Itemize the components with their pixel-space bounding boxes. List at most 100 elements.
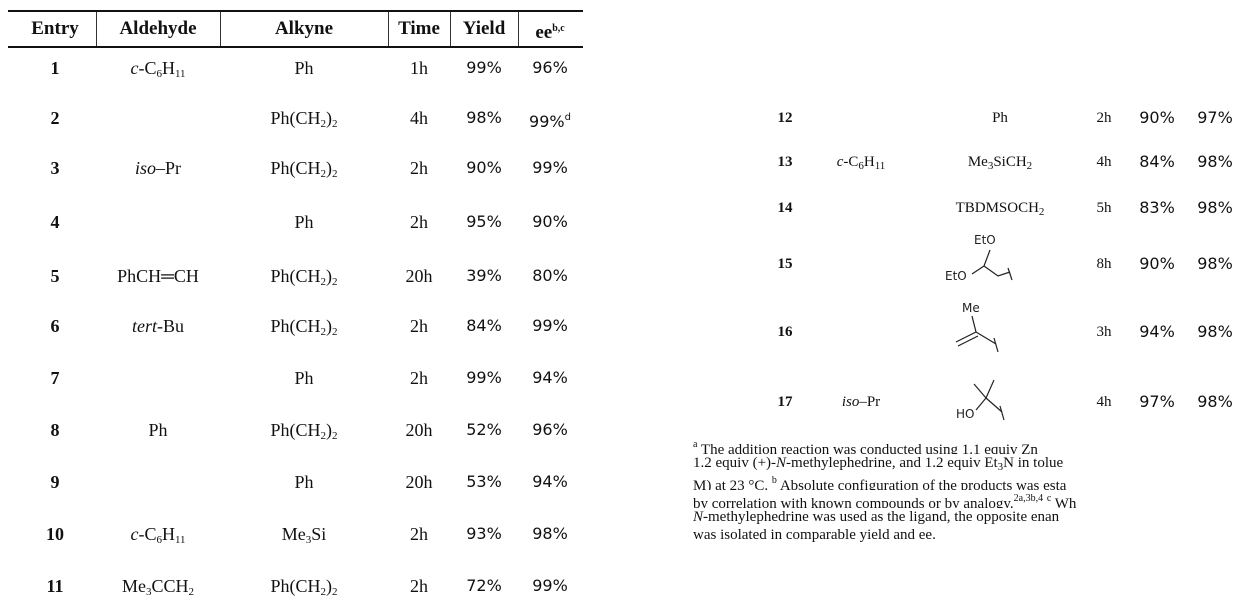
header-aldehyde: Aldehyde bbox=[119, 18, 197, 39]
ee-cell: 96% bbox=[519, 415, 581, 445]
alkyne-cell: Ph bbox=[221, 53, 387, 83]
ee-cell: 94% bbox=[519, 467, 581, 497]
alkyne-text: Ph(CH bbox=[270, 108, 321, 128]
alkyne-text: Me bbox=[967, 154, 988, 170]
table-row: 13 c-C6H11 Me3SiCH2 4h 84% 98% bbox=[760, 149, 1240, 175]
structure-bond bbox=[973, 383, 987, 399]
aldehyde-sub: 3 bbox=[145, 586, 152, 598]
alkyne-text: ) bbox=[326, 158, 332, 178]
aldehyde-cell: iso–Pr bbox=[826, 389, 896, 415]
alkyne-text: Ph bbox=[294, 472, 314, 492]
footnote-line: by correlation with known compounds or b… bbox=[693, 490, 1238, 508]
structure-label: EtO bbox=[974, 233, 996, 247]
alkyne-sub: 3 bbox=[305, 534, 312, 546]
aldehyde-text: -C bbox=[138, 58, 157, 78]
alkyne-text: Ph bbox=[294, 58, 314, 78]
yield-cell: 90% bbox=[1139, 254, 1175, 273]
yield-cell: 93% bbox=[466, 524, 502, 543]
table-row: 4 Ph 2h 95% 90% bbox=[0, 207, 580, 237]
ee-value: 98% bbox=[532, 524, 568, 543]
header-separator bbox=[388, 12, 389, 46]
structure-bond bbox=[975, 397, 987, 411]
yield-cell: 95% bbox=[466, 212, 502, 231]
alkyne-text: ) bbox=[326, 420, 332, 440]
ee-cell: 98% bbox=[1197, 198, 1233, 217]
header-bottom-rule bbox=[8, 46, 583, 48]
diethoxy-structure: EtO EtO bbox=[945, 233, 1013, 283]
ee-value: 96% bbox=[532, 420, 568, 439]
footnote-text: by correlation with known compounds or b… bbox=[693, 496, 1014, 508]
footnote-text: Wh bbox=[1051, 496, 1077, 508]
alkyne-text: TBDMSOCH bbox=[955, 200, 1039, 216]
yield-cell: 99% bbox=[466, 58, 502, 77]
yield-cell: 98% bbox=[466, 108, 502, 127]
aldehyde-cell: PhCH═CH bbox=[97, 261, 219, 291]
aldehyde-text: PhCH═CH bbox=[117, 266, 199, 286]
structure-label: HO bbox=[956, 407, 974, 421]
time-cell: 2h bbox=[410, 576, 428, 596]
alkyne-text: SiCH bbox=[993, 154, 1027, 170]
alkyne-cell: Ph bbox=[221, 363, 387, 393]
ee-value: 99% bbox=[529, 112, 565, 131]
ee-cell: 90% bbox=[519, 207, 581, 237]
yield-cell: 84% bbox=[1139, 152, 1175, 171]
yield-cell: 94% bbox=[1139, 322, 1175, 341]
time-cell: 4h bbox=[410, 108, 428, 128]
alkyne-text: Ph(CH bbox=[270, 316, 321, 336]
aldehyde-cell: iso–Pr bbox=[97, 153, 219, 183]
time-cell: 2h bbox=[410, 316, 428, 336]
header-ee: eeb,c bbox=[519, 12, 581, 46]
time-cell: 2h bbox=[1096, 110, 1112, 126]
header-separator bbox=[450, 12, 451, 46]
alkyne-sub: 2 bbox=[332, 326, 338, 338]
ee-cell: 98% bbox=[1197, 254, 1233, 273]
entry-number: 6 bbox=[50, 316, 60, 336]
alkyne-text: ) bbox=[326, 108, 332, 128]
alkyne-text: ) bbox=[326, 576, 332, 596]
aldehyde-cell: c-C6H11 bbox=[97, 53, 219, 89]
alkyne-sub: 2 bbox=[332, 118, 338, 130]
footnote-mark: a bbox=[693, 439, 698, 450]
ee-cell: 96% bbox=[519, 53, 581, 83]
footnote-mark: b bbox=[771, 475, 777, 486]
alkyne-text: Ph(CH bbox=[270, 420, 321, 440]
ee-cell: 99% bbox=[519, 153, 581, 183]
structure-bond bbox=[971, 249, 991, 275]
table-row: 5 PhCH═CH Ph(CH2)2 20h 39% 80% bbox=[0, 261, 580, 291]
yield-cell: 97% bbox=[1139, 392, 1175, 411]
entry-number: 7 bbox=[50, 368, 60, 388]
footnote-text: -methylephedrine, and 1.2 equiv Et bbox=[786, 455, 998, 471]
alkyne-sub: 2 bbox=[320, 430, 327, 442]
header-separator bbox=[220, 12, 221, 46]
footnote-ref: 2a,3b,4 bbox=[1013, 493, 1044, 504]
entry-number: 10 bbox=[46, 524, 64, 544]
footnote-text: was isolated in comparable yield and ee. bbox=[693, 527, 936, 543]
aldehyde-text: Me bbox=[121, 576, 146, 596]
alkyne-cell: Ph bbox=[221, 467, 387, 497]
yield-cell: 99% bbox=[466, 368, 502, 387]
footnote-italic: N bbox=[693, 509, 704, 525]
time-cell: 4h bbox=[1096, 394, 1112, 410]
alkyne-text: Ph(CH bbox=[270, 266, 321, 286]
aldehyde-cell: Me3CCH2 bbox=[97, 571, 219, 607]
aldehyde-sub: 11 bbox=[174, 534, 186, 546]
ee-value: 96% bbox=[532, 58, 568, 77]
ee-cell: 97% bbox=[1197, 108, 1233, 127]
time-cell: 1h bbox=[410, 58, 428, 78]
ee-cell: 99% bbox=[519, 571, 581, 601]
alkyne-cell: Ph(CH2)2 bbox=[221, 311, 387, 347]
alkyne-cell: Ph bbox=[920, 105, 1080, 131]
table-row: 16 3h 94% 98% bbox=[760, 319, 1240, 345]
time-cell: 4h bbox=[1096, 154, 1112, 170]
header-alkyne: Alkyne bbox=[274, 18, 334, 39]
alkyne-sub: 2 bbox=[332, 276, 338, 288]
alkyne-sub: 2 bbox=[320, 118, 327, 130]
table-row: 10 c-C6H11 Me3Si 2h 93% 98% bbox=[0, 519, 580, 549]
ee-cell: 98% bbox=[1197, 152, 1233, 171]
alkyne-text: Ph(CH bbox=[270, 576, 321, 596]
entry-number: 17 bbox=[777, 394, 793, 410]
aldehyde-text: -C bbox=[843, 154, 859, 170]
time-cell: 3h bbox=[1096, 324, 1112, 340]
table-row: 1 c-C6H11 Ph 1h 99% 96% bbox=[0, 53, 580, 83]
entry-number: 16 bbox=[777, 324, 793, 340]
